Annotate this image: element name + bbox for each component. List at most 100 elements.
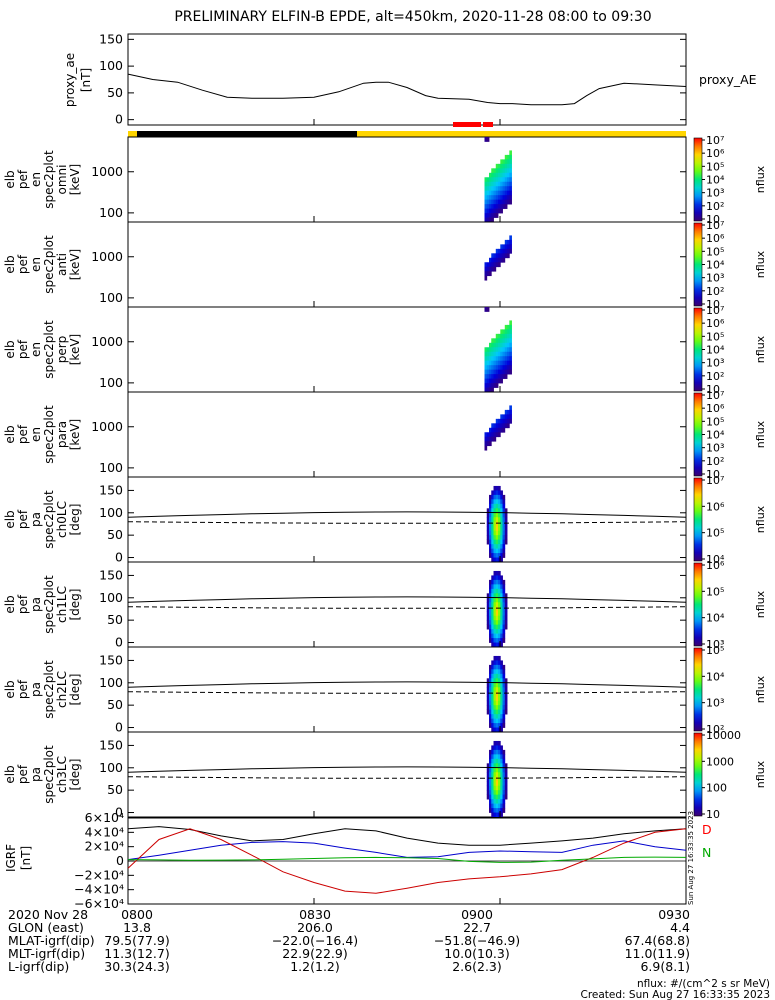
spectrogram-cell [495,517,499,523]
spectrogram-cell [500,660,503,666]
spectrogram-cell [489,620,492,626]
spectrogram-cell [509,150,512,156]
spectrogram-cell [498,526,501,532]
spectrogram-cell [498,494,501,500]
spectrogram-cell [504,329,508,335]
colorbar-tick-label: 10³ [706,638,724,651]
spectrogram-cell [500,602,503,608]
spectrogram-cell [498,418,501,424]
spectrogram-cell [489,749,492,755]
igrf-ytick-label: −2×10⁴ [74,867,124,882]
spectrogram-cell [495,714,499,719]
info-cell: 22.7 [463,920,491,935]
spectrogram-cell [495,526,499,532]
info-cell: 10.0(10.3) [444,946,509,961]
spectrogram-cell [491,383,494,388]
panel-ylabel: spec2plot [42,405,56,464]
figure-title: PRELIMINARY ELFIN-B EPDE, alt=450km, 202… [174,9,651,25]
spectrogram-cell [491,799,494,804]
spectrogram-cell [496,647,499,652]
spectrogram-cell [500,664,503,670]
panel-ytick-label: 0 [115,635,123,650]
spectrogram-cell [491,342,494,348]
spectrogram-cell [500,521,503,527]
spectrogram-cell [504,678,508,684]
spectrogram-cell [500,597,503,603]
spectrogram-cell [504,338,508,344]
spectrogram-cell [491,499,494,505]
spectrogram-cell [493,199,497,205]
spectrogram-cell [498,342,501,348]
spectrogram-cell [498,557,501,562]
spectrogram-cell [502,579,506,585]
spectrogram-cell [495,642,499,647]
colorbar-tick-label: 1000 [706,755,734,768]
spectrogram-cell [509,244,512,250]
spectrogram-cell [491,365,494,371]
spectrogram-cell [500,414,503,420]
igrf-series-bx [127,826,687,846]
spectrogram-cell [504,705,508,711]
spectrogram-cell [493,754,497,760]
spectrogram-cell [498,163,501,169]
spectrogram-cell [489,754,492,760]
spectrogram-cell [500,365,503,371]
spectrogram-cell [500,517,503,523]
spectrogram-cell [489,696,492,702]
spectrogram-cell [498,333,501,339]
spectrogram-cell [493,204,497,209]
spectrogram-cell [493,606,497,612]
spectrogram-cell [491,490,494,496]
panel-ylabel: ch1LC [55,586,69,623]
ae-panel: 0 50 100 150 proxy_ae [nT] proxy_AE [63,31,757,126]
spectrogram-cell [489,606,492,612]
spectrogram-cell [493,772,497,778]
ae-ylabel-2: [nT] [79,68,93,92]
units-note: nflux: #/(cm^2 s sr MeV) [637,978,770,990]
spectrogram-cell [498,606,501,612]
spectrogram-cell [491,172,494,178]
spectrogram-cell [500,682,503,688]
spectrogram-cell [489,808,492,813]
spectrogram-cell [489,217,492,222]
spectrogram-cell [486,199,490,205]
panel-ylabel: pef [16,679,30,699]
spectrogram-cell [491,602,494,608]
spectrogram-cell [493,620,497,626]
panel-ylabel: pa [29,767,43,782]
spectrogram-cell [504,244,508,250]
spectrogram-cell [491,682,494,688]
spectrogram-cell [498,664,501,670]
spectrogram-cell [502,682,506,688]
colorbar-tick-label: 10 [706,383,720,396]
info-row-label: GLON (east) [8,920,84,935]
spectrogram-cell [484,441,488,447]
panel-ylabel: pef [16,764,30,784]
panel-ylabel: [keV] [68,249,82,280]
spectrogram-cell [486,186,490,192]
spectrogram-cell [493,499,497,505]
spectrogram-cell [486,441,490,447]
spectrogram-cell [484,383,488,388]
spectrogram-cell [493,794,497,800]
spectrogram-cell [495,347,499,353]
spectrogram-cell [498,521,501,527]
spectrogram-cell [502,691,506,697]
spectrogram-cell [504,195,508,201]
spectrogram-cell [502,418,506,424]
spectrogram-cell [491,199,494,205]
spectrogram-cell [502,615,506,621]
panel-ytick-label: 50 [107,612,123,627]
spectrogram-cell [498,776,501,782]
spectrogram-cell [489,262,492,268]
spectrogram-cell [504,539,508,545]
spectrogram-cell [502,678,506,684]
spectrogram-cell [500,342,503,348]
anti-loss-cone-line [127,606,687,609]
spectrogram-cell [489,678,492,684]
spectrogram-cell [493,517,497,523]
spectrogram-cell [495,763,499,769]
spectrogram-cell [486,365,490,371]
spectrogram-cell [486,387,490,392]
